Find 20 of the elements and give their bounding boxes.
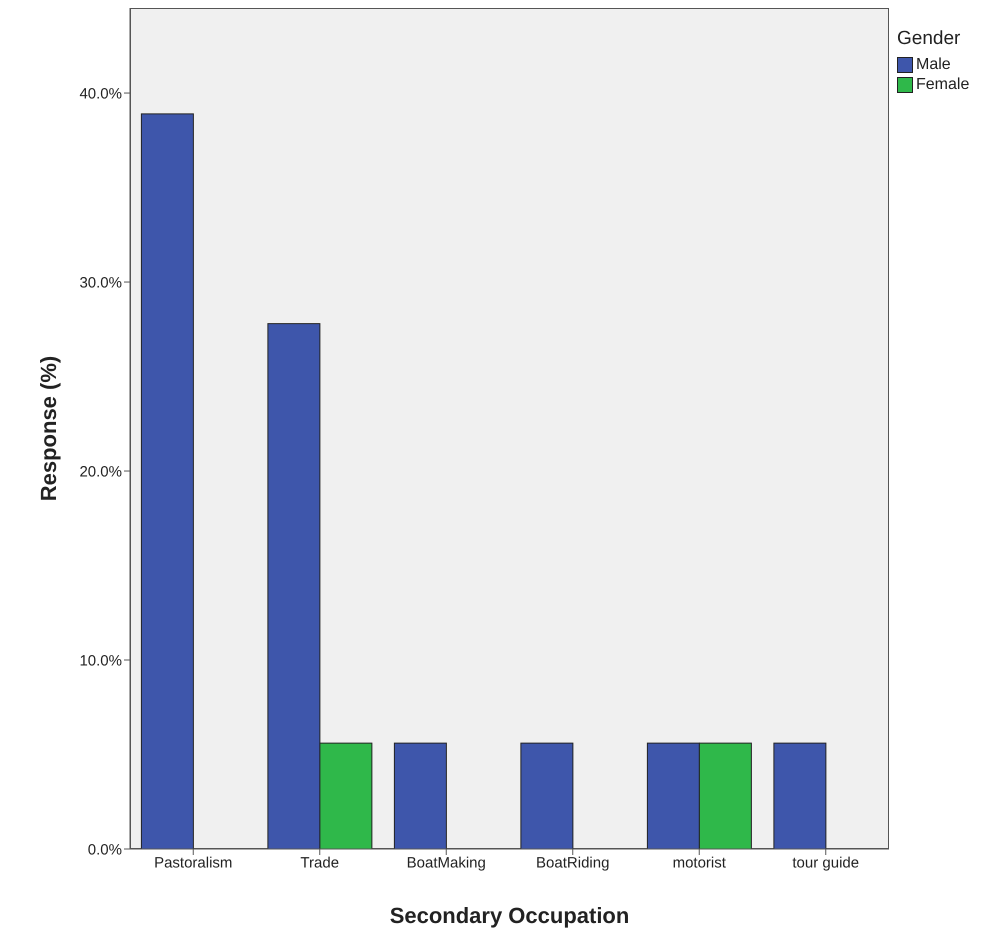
legend-title: Gender — [897, 28, 962, 50]
x-tick-label: motorist — [672, 854, 727, 872]
y-axis-title: Response (%) — [36, 356, 61, 502]
x-tick-label: Trade — [300, 854, 340, 872]
y-tick-label: 30.0% — [79, 274, 122, 292]
x-axis-title: Secondary Occupation — [390, 903, 630, 928]
x-tick-label: Pastoralism — [154, 854, 232, 872]
x-tick-label: BoatRiding — [536, 854, 610, 872]
bar — [140, 113, 194, 849]
legend-label: Male — [916, 56, 951, 74]
y-tick-label: 20.0% — [79, 463, 122, 480]
y-tick-label: 40.0% — [79, 85, 122, 102]
y-tick-label: 10.0% — [79, 652, 122, 670]
bar — [394, 742, 447, 849]
bar — [773, 742, 826, 849]
y-tick-label: 0.0% — [88, 841, 122, 858]
legend-label: Female — [916, 76, 970, 94]
x-tick-label: BoatMaking — [406, 854, 486, 872]
bar — [520, 742, 574, 849]
x-tick-label: tour guide — [792, 854, 860, 872]
